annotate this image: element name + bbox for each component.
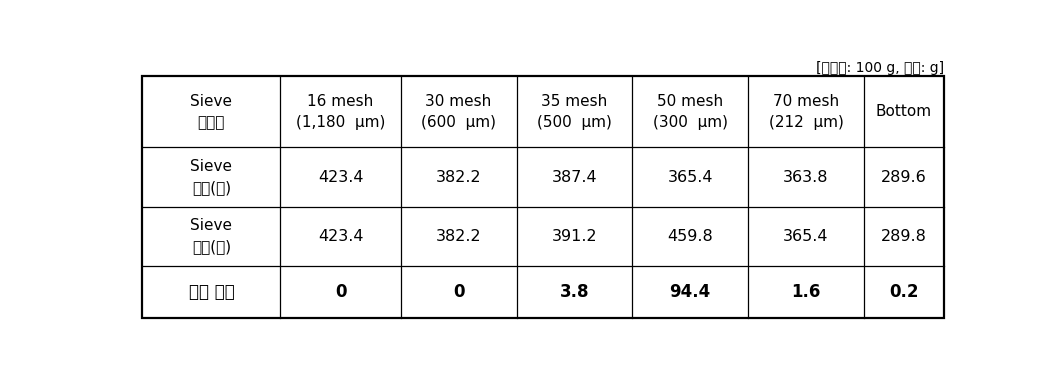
Text: 423.4: 423.4 (318, 169, 364, 185)
Text: 382.2: 382.2 (436, 169, 481, 185)
Text: Sieve
무게(전): Sieve 무게(전) (191, 159, 232, 195)
Text: Sieve
사이즈: Sieve 사이즈 (191, 94, 232, 130)
Text: 94.4: 94.4 (670, 283, 711, 301)
Text: 16 mesh
(1,180  μm): 16 mesh (1,180 μm) (296, 94, 385, 130)
Text: 70 mesh
(212  μm): 70 mesh (212 μm) (768, 94, 844, 130)
Text: 289.6: 289.6 (881, 169, 926, 185)
Text: 0: 0 (453, 283, 464, 301)
Text: 50 mesh
(300  μm): 50 mesh (300 μm) (653, 94, 728, 130)
Text: 제품 무게: 제품 무게 (189, 283, 234, 301)
Text: 35 mesh
(500  μm): 35 mesh (500 μm) (537, 94, 612, 130)
Text: Bottom: Bottom (876, 104, 932, 119)
Text: 289.8: 289.8 (881, 229, 928, 244)
Text: 3.8: 3.8 (560, 283, 589, 301)
Text: 365.4: 365.4 (783, 229, 829, 244)
Text: 0: 0 (335, 283, 347, 301)
Text: 363.8: 363.8 (783, 169, 829, 185)
Bar (142, 76, 944, 318)
Text: 30 mesh
(600  μm): 30 mesh (600 μm) (421, 94, 496, 130)
Text: 423.4: 423.4 (318, 229, 364, 244)
Text: 459.8: 459.8 (668, 229, 713, 244)
Text: 387.4: 387.4 (551, 169, 597, 185)
Text: 391.2: 391.2 (551, 229, 597, 244)
Text: 365.4: 365.4 (668, 169, 713, 185)
Text: 382.2: 382.2 (436, 229, 481, 244)
Text: 0.2: 0.2 (889, 283, 919, 301)
Text: Sieve
무게(후): Sieve 무게(후) (191, 218, 232, 254)
Text: [샘플양: 100 g, 단위: g]: [샘플양: 100 g, 단위: g] (816, 61, 944, 75)
Text: 1.6: 1.6 (792, 283, 820, 301)
